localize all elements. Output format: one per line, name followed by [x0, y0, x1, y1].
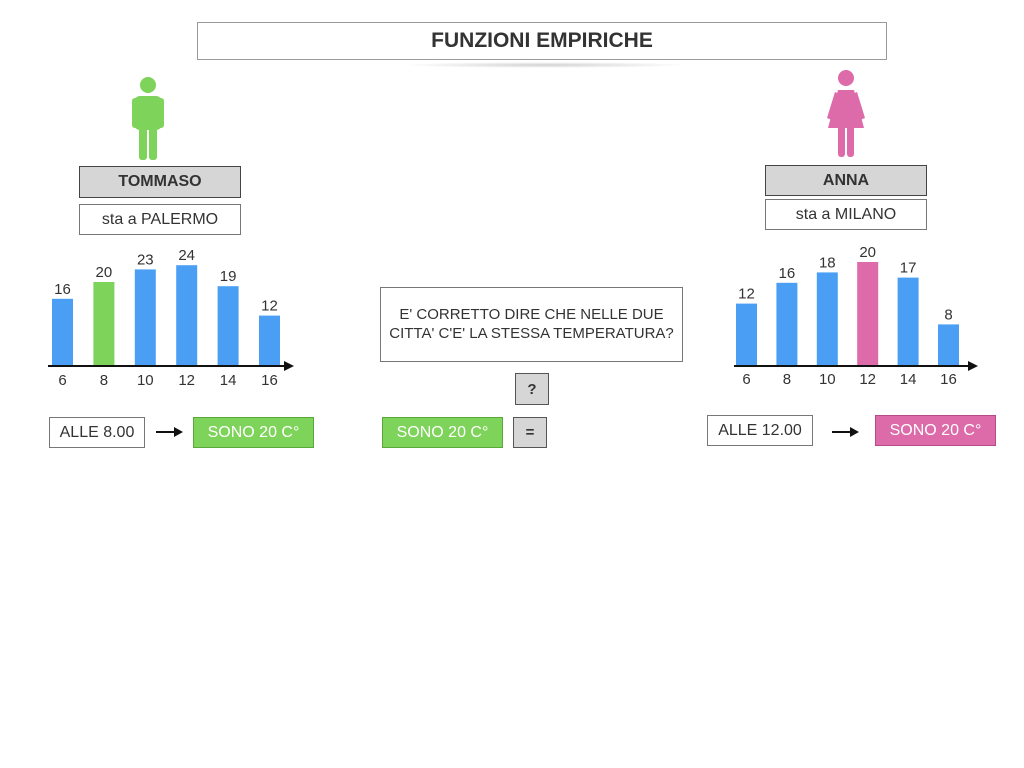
bar-right-8: [776, 282, 798, 366]
question-box: E' CORRETTO DIRE CHE NELLE DUE CITTA' C'…: [380, 287, 683, 362]
tick-label-right-8: 8: [783, 371, 791, 388]
equals-button[interactable]: =: [513, 417, 547, 448]
city-label-milano: sta a MILANO: [765, 199, 927, 230]
value-label-left-14: 19: [220, 268, 237, 285]
result-badge-center: SONO 20 C°: [382, 417, 503, 448]
tick-label-left-6: 6: [58, 372, 66, 389]
question-mark-button[interactable]: ?: [515, 373, 549, 405]
name-label-tommaso: TOMMASO: [79, 166, 241, 198]
tick-label-left-14: 14: [220, 372, 237, 389]
tick-label-left-12: 12: [178, 372, 195, 389]
bar-right-6: [736, 303, 757, 366]
name-label-anna: ANNA: [765, 165, 927, 196]
tick-label-left-16: 16: [261, 372, 278, 389]
time-label-right: ALLE 12.00: [707, 415, 813, 446]
arrow-right-icon: [832, 427, 859, 437]
bar-left-14: [217, 286, 239, 366]
page-title: FUNZIONI EMPIRICHE: [197, 22, 887, 60]
tick-label-right-10: 10: [819, 371, 836, 388]
time-label-left: ALLE 8.00: [49, 417, 145, 448]
tick-label-right-14: 14: [900, 371, 917, 388]
value-label-right-8: 16: [779, 265, 796, 282]
city-label-palermo: sta a PALERMO: [79, 204, 241, 235]
axis-arrow-left: [284, 361, 294, 371]
tick-label-right-6: 6: [742, 371, 750, 388]
value-label-right-12: 20: [859, 244, 876, 261]
tick-label-right-16: 16: [940, 371, 957, 388]
tick-label-left-8: 8: [100, 372, 108, 389]
arrow-right-icon: [156, 427, 183, 437]
bar-left-8: [93, 282, 115, 366]
axis-arrow-right: [968, 361, 978, 371]
tick-label-left-10: 10: [137, 372, 154, 389]
bar-right-14: [897, 277, 919, 366]
bar-left-10: [134, 269, 156, 366]
value-label-left-8: 20: [96, 264, 113, 281]
value-label-left-16: 12: [261, 298, 278, 315]
value-label-right-10: 18: [819, 254, 836, 271]
bar-left-16: [259, 315, 280, 366]
value-label-left-12: 24: [178, 247, 195, 264]
title-shadow: [400, 62, 690, 68]
result-badge-left: SONO 20 C°: [193, 417, 314, 448]
bar-right-12: [857, 262, 879, 366]
value-label-right-14: 17: [900, 260, 917, 277]
bar-left-6: [52, 298, 73, 366]
bar-right-16: [938, 324, 959, 366]
value-label-left-6: 16: [54, 281, 71, 298]
result-badge-right: SONO 20 C°: [875, 415, 996, 446]
value-label-right-6: 12: [738, 286, 755, 303]
value-label-left-10: 23: [137, 251, 154, 268]
bar-left-12: [176, 265, 198, 366]
value-label-right-16: 8: [944, 306, 952, 323]
bar-right-10: [816, 272, 838, 366]
tick-label-right-12: 12: [859, 371, 876, 388]
